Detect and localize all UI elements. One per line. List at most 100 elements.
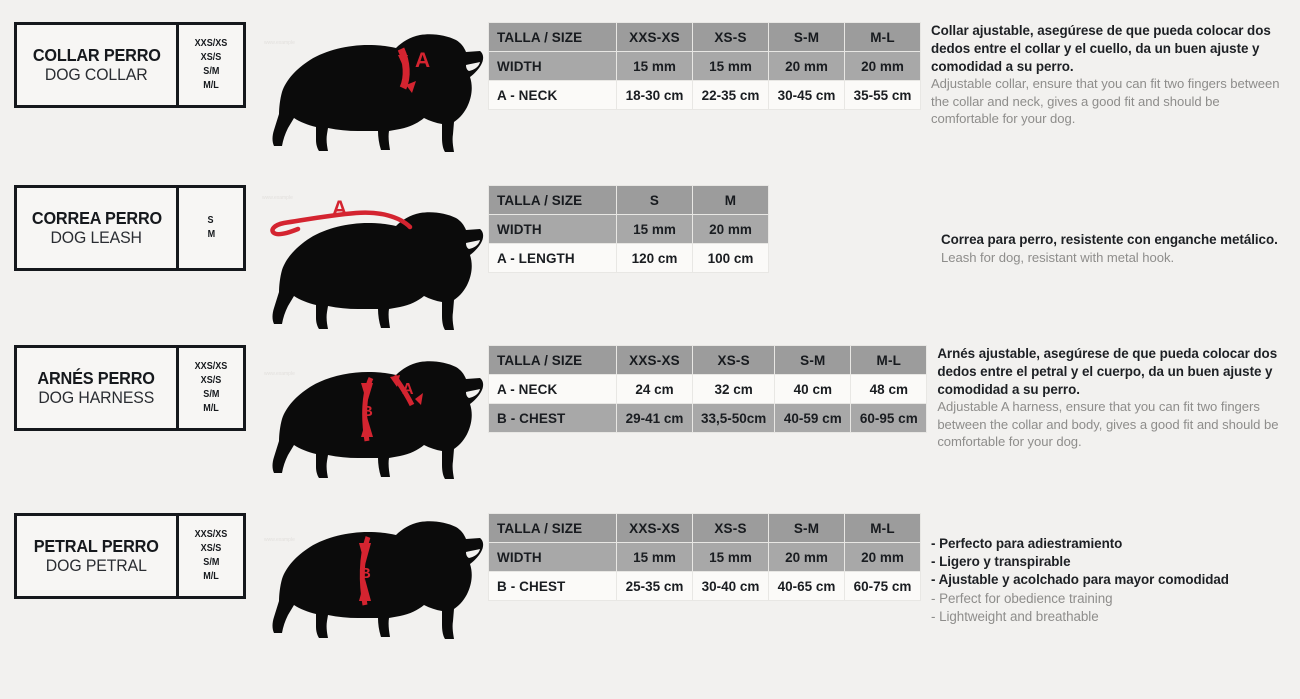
row-label: A - NECK (488, 374, 617, 404)
section-dog-collar: COLLAR PERRO DOG COLLAR XXS/XS XS/S S/M … (0, 22, 1300, 182)
cell-value: 35-55 cm (844, 80, 921, 110)
size-option: S (207, 214, 215, 227)
dog-silhouette (272, 521, 484, 639)
product-name-es: CORREA PERRO (31, 207, 162, 228)
table-header-row: TALLA / SIZE XXS-XS XS-S S-M M-L (488, 513, 921, 543)
col-head-m-l: M-L (850, 345, 928, 375)
cell-value: 20 mm (844, 542, 921, 572)
dog-petral-illustration: www.example B (260, 513, 488, 663)
col-head-size: TALLA / SIZE (488, 185, 617, 215)
product-name-box: COLLAR PERRO DOG COLLAR XXS/XS XS/S S/M … (14, 22, 246, 108)
table: TALLA / SIZE XXS-XS XS-S S-M M-L A - NEC… (488, 345, 928, 433)
description-en: Adjustable A harness, ensure that you ca… (937, 399, 1279, 450)
size-list-cell: XXS/XS XS/S S/M M/L (179, 348, 243, 428)
product-name-box: ARNÉS PERRO DOG HARNESS XXS/XS XS/S S/M … (14, 345, 246, 431)
size-option: S/M (202, 65, 220, 77)
description-es: Correa para perro, resistente con enganc… (941, 232, 1278, 247)
size-option: M (207, 228, 215, 240)
bullet-item: - Lightweight and breathable (931, 608, 1099, 624)
section-dog-harness: ARNÉS PERRO DOG HARNESS XXS/XS XS/S S/M … (0, 345, 1300, 513)
cell-value: 30-40 cm (692, 571, 769, 601)
size-option: XXS/XS (194, 528, 228, 541)
bullet-item: - Ajustable y acolchado para mayor comod… (931, 572, 1229, 588)
description-petral: - Perfecto para adiestramiento - Ligero … (921, 513, 1300, 626)
dog-silhouette (272, 34, 484, 152)
name-column: COLLAR PERRO DOG COLLAR XXS/XS XS/S S/M … (0, 22, 260, 108)
size-option: XXS/XS (194, 37, 228, 50)
bullet-item: - Perfect for obedience training (931, 590, 1113, 606)
cell-value: 40-59 cm (774, 403, 852, 433)
product-title-cell: COLLAR PERRO DOG COLLAR (17, 25, 179, 105)
size-option: XXS/XS (194, 360, 228, 373)
cell-value: 20 mm (692, 214, 769, 244)
dog-silhouette (272, 361, 484, 479)
size-table-harness: TALLA / SIZE XXS-XS XS-S S-M M-L A - NEC… (488, 345, 928, 433)
product-title-cell: ARNÉS PERRO DOG HARNESS (17, 348, 179, 428)
table-row: WIDTH 15 mm 15 mm 20 mm 20 mm (488, 51, 921, 81)
size-table-leash: TALLA / SIZE S M WIDTH 15 mm 20 mm A - L… (488, 185, 769, 273)
row-label: B - CHEST (488, 403, 617, 433)
size-option: XS/S (200, 542, 222, 555)
bullet-item: - Ligero y transpirable (931, 554, 1071, 570)
cell-value: 120 cm (616, 243, 693, 273)
row-label: B - CHEST (488, 571, 617, 601)
harness-neck-arrow-top (390, 375, 400, 387)
cell-value: 18-30 cm (616, 80, 693, 110)
col-head-xs-s: XS-S (692, 513, 769, 543)
size-option: XS/S (200, 374, 222, 387)
product-name-es: ARNÉS PERRO (37, 367, 156, 388)
size-option: XS/S (200, 51, 222, 64)
description-harness: Arnés ajustable, asegúrese de que pueda … (927, 345, 1300, 451)
cell-value: 22-35 cm (692, 80, 769, 110)
col-head-s: S (616, 185, 693, 215)
feature-bullet-list: - Perfecto para adiestramiento - Ligero … (931, 535, 1286, 626)
cell-value: 24 cm (616, 374, 693, 404)
section-dog-petral: PETRAL PERRO DOG PETRAL XXS/XS XS/S S/M … (0, 513, 1300, 681)
product-name-en: DOG LEASH (50, 228, 143, 248)
size-list-cell: S M (179, 188, 243, 268)
section-dog-leash: CORREA PERRO DOG LEASH S M www.example A (0, 185, 1300, 345)
col-head-xs-s: XS-S (691, 345, 776, 375)
measure-label-a: A (332, 197, 347, 220)
product-name-es: COLLAR PERRO (32, 44, 161, 65)
col-head-m-l: M-L (844, 22, 921, 52)
dog-leash-illustration: www.example A (260, 185, 488, 335)
watermark-text: www.example (262, 195, 293, 201)
watermark-text: www.example (264, 40, 295, 46)
row-label: A - NECK (488, 80, 617, 110)
cell-value: 48 cm (850, 374, 928, 404)
col-head-size: TALLA / SIZE (488, 345, 617, 375)
product-name-en: DOG COLLAR (45, 65, 148, 85)
product-name-box: PETRAL PERRO DOG PETRAL XXS/XS XS/S S/M … (14, 513, 246, 599)
dog-silhouette (272, 212, 484, 330)
description-en: Adjustable collar, ensure that you can f… (931, 76, 1280, 127)
cell-value: 29-41 cm (616, 403, 693, 433)
watermark-text: www.example (264, 371, 295, 377)
cell-value: 15 mm (616, 214, 693, 244)
row-label: A - LENGTH (488, 243, 617, 273)
dog-mouth (466, 389, 480, 398)
cell-value: 15 mm (616, 51, 693, 81)
col-head-s-m: S-M (768, 513, 845, 543)
size-option: M/L (203, 78, 219, 91)
measure-label-a: A (415, 49, 430, 72)
collar-strap (397, 47, 410, 90)
cell-value: 15 mm (616, 542, 693, 572)
collar-arrow-top (398, 55, 408, 66)
table-header-row: TALLA / SIZE XXS-XS XS-S S-M M-L (488, 22, 921, 52)
dog-collar-illustration: www.example A (260, 22, 488, 172)
row-label: WIDTH (488, 542, 617, 572)
cell-value: 33,5-50cm (691, 403, 776, 433)
table-row: B - CHEST 25-35 cm 30-40 cm 40-65 cm 60-… (488, 571, 921, 601)
description-es: Arnés ajustable, asegúrese de que pueda … (937, 346, 1278, 397)
col-head-size: TALLA / SIZE (488, 22, 617, 52)
cell-value: 15 mm (692, 542, 769, 572)
table: TALLA / SIZE XXS-XS XS-S S-M M-L WIDTH 1… (488, 22, 921, 110)
description-leash: Correa para perro, resistente con enganc… (769, 185, 1300, 266)
size-option: S/M (202, 388, 220, 400)
product-name-es: PETRAL PERRO (34, 535, 159, 556)
col-head-m: M (692, 185, 769, 215)
product-title-cell: PETRAL PERRO DOG PETRAL (17, 516, 179, 596)
col-head-xxs-xs: XXS-XS (616, 513, 693, 543)
